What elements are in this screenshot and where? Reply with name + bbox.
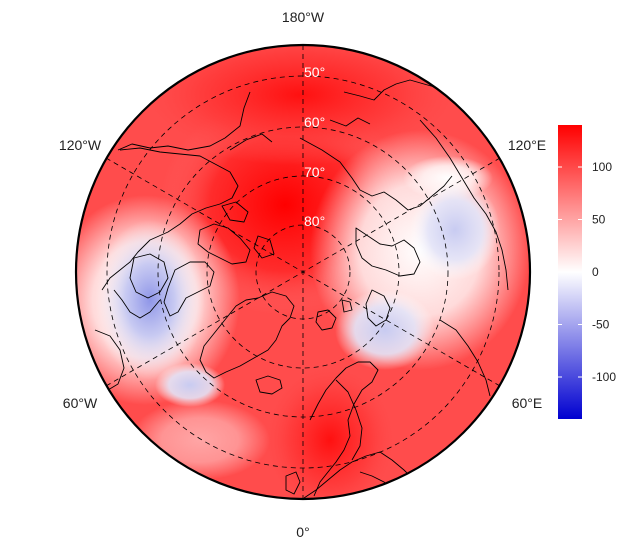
lon-label-180w: 180°W — [282, 9, 325, 25]
lat-label-50: 50° — [304, 64, 325, 80]
lat-label-70: 70° — [304, 164, 325, 180]
anomaly-field — [76, 45, 530, 499]
lon-label-0: 0° — [296, 524, 309, 540]
scandinavia-coast — [309, 361, 379, 497]
lon-label-120e: 120°E — [508, 137, 546, 153]
colorbar-tick-label: 0 — [592, 265, 599, 279]
colorbar-tick-label: 50 — [592, 213, 606, 227]
colorbar-tick-label: 100 — [592, 160, 612, 174]
alaska-coast — [117, 91, 273, 151]
taymyr-coast — [355, 227, 421, 277]
colorbar-tick-label: -50 — [592, 318, 610, 332]
map-boundary — [74, 43, 532, 501]
colorbar-tick-label: -100 — [592, 370, 616, 384]
lon-label-60e: 60°E — [512, 395, 543, 411]
lat-label-80: 80° — [304, 213, 325, 229]
lon-label-120w: 120°W — [59, 137, 102, 153]
svalbard — [315, 299, 353, 331]
siberia-coast — [299, 79, 453, 211]
lon-label-60w: 60°W — [63, 395, 98, 411]
asia-interior — [419, 119, 509, 397]
greenland-coast — [199, 291, 295, 379]
iceland — [255, 375, 283, 395]
meridian-120e-60w — [105, 157, 501, 387]
graticule — [105, 45, 501, 499]
arctic-archipelago — [197, 201, 275, 265]
lat-70-circle — [206, 175, 400, 369]
hudson-bay-coast — [129, 253, 169, 299]
uk-coast — [285, 471, 301, 495]
baffin-coast — [163, 261, 215, 317]
colorbar: 100 50 0 -50 -100 — [558, 125, 616, 419]
novaya-zemlya — [365, 289, 391, 327]
lat-label-60: 60° — [304, 114, 325, 130]
